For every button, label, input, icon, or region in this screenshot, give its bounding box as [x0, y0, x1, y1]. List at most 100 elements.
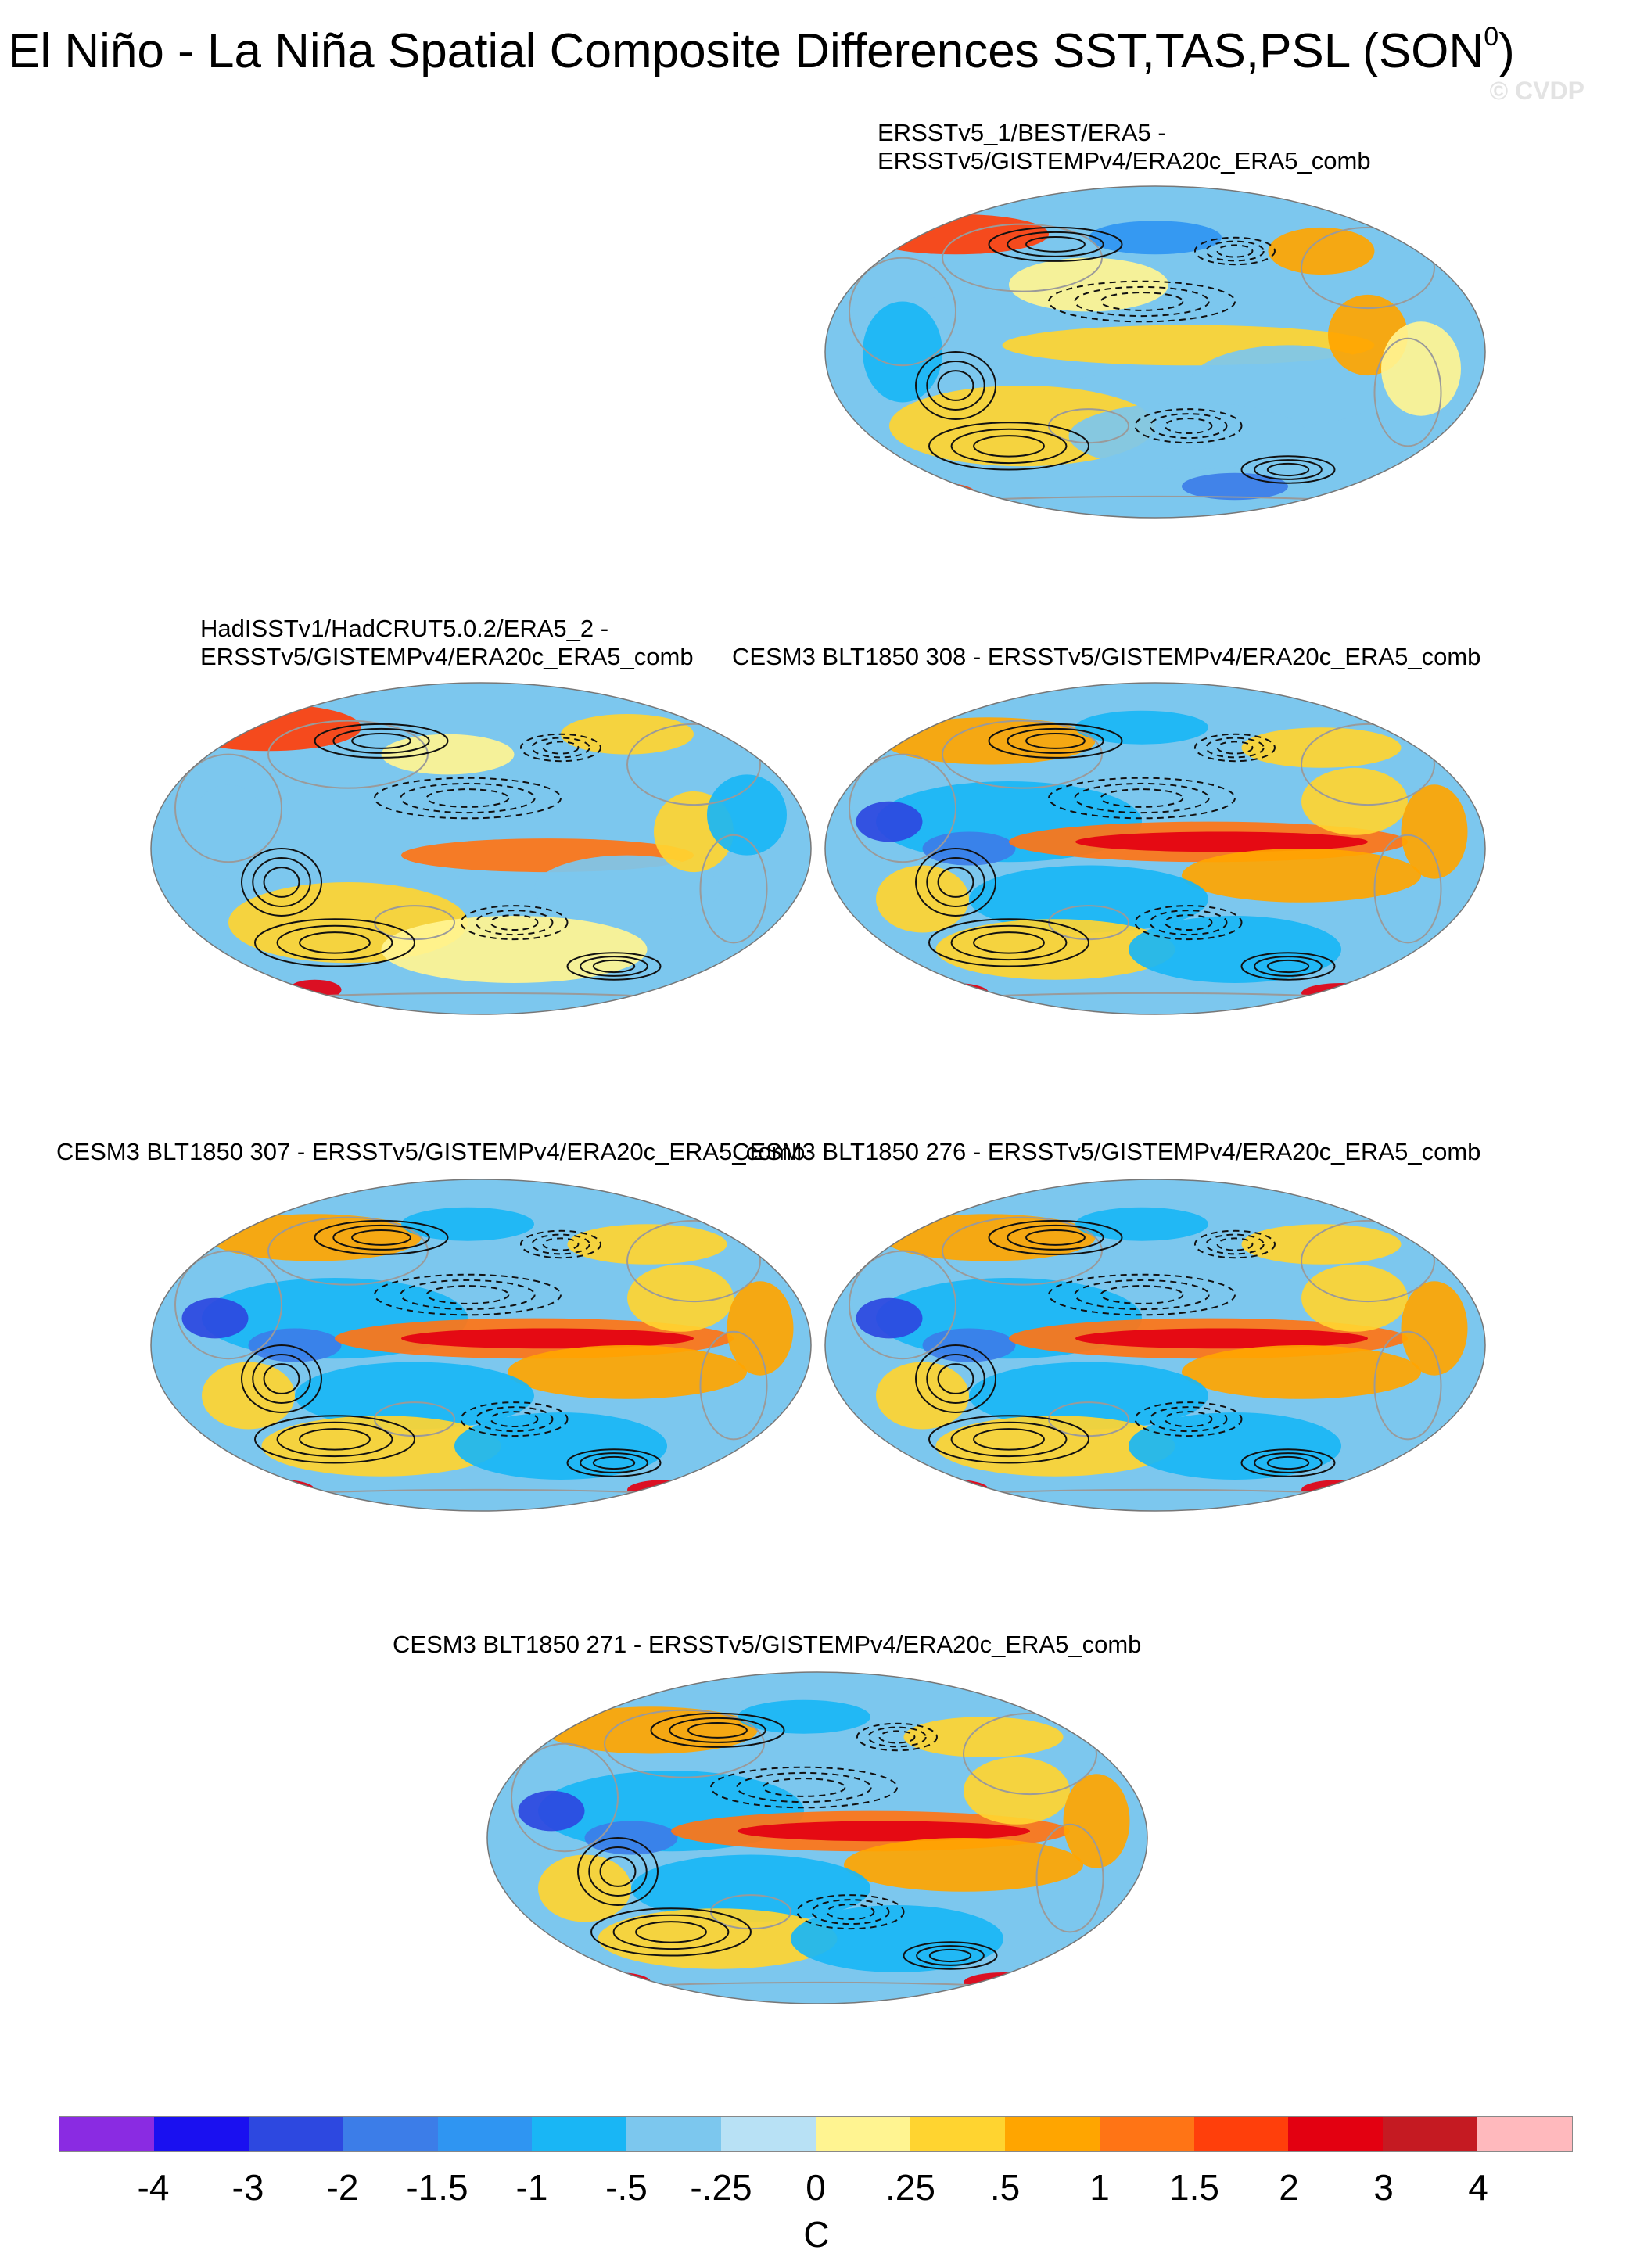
psl-contour	[425, 1285, 510, 1304]
coastline	[849, 753, 956, 863]
psl-contour	[1100, 1285, 1184, 1304]
psl-contour	[916, 1945, 985, 1966]
psl-contour	[1025, 732, 1086, 749]
anomaly-patch	[1182, 1345, 1421, 1399]
psl-contour	[276, 1421, 393, 1458]
psl-contour	[531, 737, 590, 759]
anomaly-patch	[401, 1207, 534, 1241]
psl-contour	[299, 1428, 371, 1451]
colorbar-swatch	[721, 2117, 816, 2151]
anomaly-patch	[401, 1328, 694, 1349]
anomaly-patch	[567, 1224, 727, 1265]
psl-contour	[1134, 1401, 1243, 1437]
map-shading	[487, 1672, 1147, 2004]
anomaly-patch	[538, 1854, 631, 1922]
psl-contour	[736, 1771, 872, 1803]
psl-contour	[988, 1219, 1123, 1255]
psl-contour	[926, 1354, 985, 1404]
map-svg	[150, 1179, 812, 1512]
colorbar-tick-label: .25	[885, 2167, 935, 2208]
anomaly-patch	[738, 1821, 1030, 1842]
psl-contour	[542, 1237, 580, 1251]
map-shading	[825, 1179, 1485, 1511]
anomaly-patch	[969, 1362, 1208, 1430]
psl-contour	[762, 1778, 846, 1797]
psl-contour	[460, 905, 569, 941]
anomaly-patch	[1268, 227, 1375, 275]
psl-contour	[1205, 737, 1265, 759]
coastline	[267, 1216, 429, 1286]
psl-contour	[425, 788, 510, 808]
coastline	[1301, 723, 1435, 806]
anomaly-patch	[876, 865, 969, 933]
panel-6-map	[485, 1670, 1150, 2006]
colorbar-tick-label: 2	[1279, 2167, 1299, 2208]
colorbar	[59, 2116, 1573, 2152]
colorbar-swatch	[59, 2117, 154, 2151]
anomaly-patch	[534, 855, 720, 923]
psl-contour	[254, 1415, 415, 1464]
psl-contour	[1149, 413, 1228, 440]
anomaly-patch	[964, 1757, 1070, 1825]
map-border	[486, 1671, 1148, 2004]
anomaly-patch	[922, 983, 989, 1003]
coastline	[626, 723, 761, 806]
psl-contour	[937, 370, 974, 401]
anomaly-patch	[1068, 402, 1308, 470]
psl-contour	[903, 1941, 998, 1970]
psl-contour	[973, 1428, 1045, 1451]
map-border	[824, 1179, 1486, 1512]
coastline	[174, 753, 282, 863]
anomaly-patch	[844, 1838, 1083, 1892]
panel-4-label: CESM3 BLT1850 307 - ERSSTv5/GISTEMPv4/ER…	[56, 1138, 806, 1165]
psl-contour	[928, 918, 1089, 967]
psl-contour	[1205, 240, 1265, 262]
anomaly-patch	[631, 1854, 870, 1922]
psl-contour	[1240, 455, 1336, 484]
panel-6-label: CESM3 BLT1850 271 - ERSSTv5/GISTEMPv4/ER…	[393, 1631, 1142, 1658]
coastline	[963, 1712, 1097, 1796]
colorbar-swatch	[910, 2117, 1005, 2151]
coastline	[626, 1219, 761, 1303]
map-svg	[824, 1179, 1486, 1512]
psl-contour	[490, 1411, 539, 1428]
psl-contour	[687, 1721, 748, 1739]
coastline	[1035, 1823, 1104, 1933]
map-border	[150, 1179, 812, 1512]
colorbar-swatch	[343, 2117, 438, 2151]
anomaly-patch	[1182, 472, 1288, 501]
psl-contour	[314, 723, 449, 759]
colorbar-tick-label: -.5	[605, 2167, 648, 2208]
psl-contour	[314, 1219, 449, 1255]
anomaly-patch	[188, 784, 268, 879]
map-border	[824, 682, 1486, 1015]
psl-contour	[950, 428, 1068, 465]
psl-contour	[252, 1354, 311, 1404]
coastline	[849, 1250, 956, 1360]
psl-contour	[566, 1448, 662, 1477]
psl-contour	[915, 351, 996, 420]
psl-contour	[475, 910, 554, 936]
anomaly-patch	[1129, 916, 1341, 983]
psl-contour	[826, 1904, 875, 1921]
panel-1-label: ERSSTv5_1/BEST/ERA5 - ERSSTv5/GISTEMPv4/…	[878, 119, 1371, 174]
panel-3-map	[823, 680, 1488, 1017]
psl-contour	[1266, 1455, 1310, 1470]
colorbar-swatch	[153, 2117, 249, 2151]
psl-contour	[1149, 910, 1228, 936]
colorbar-tick-label: .5	[989, 2167, 1021, 2208]
psl-contour	[950, 1421, 1068, 1458]
map-shading	[151, 1179, 811, 1511]
psl-contour	[254, 918, 415, 967]
anomaly-patch	[1401, 784, 1468, 879]
cvdp-watermark: © CVDP	[1489, 77, 1585, 105]
colorbar-tick-label: 4	[1468, 2167, 1488, 2208]
colorbar-tick-label: 0	[806, 2167, 826, 2208]
psl-contour	[588, 1846, 648, 1897]
anomaly-patch	[202, 1362, 295, 1430]
psl-contour	[1240, 1448, 1336, 1477]
panel-5-map	[823, 1177, 1488, 1513]
anomaly-patch	[1241, 727, 1402, 768]
psl-contour	[988, 723, 1123, 759]
psl-contour	[580, 956, 648, 977]
